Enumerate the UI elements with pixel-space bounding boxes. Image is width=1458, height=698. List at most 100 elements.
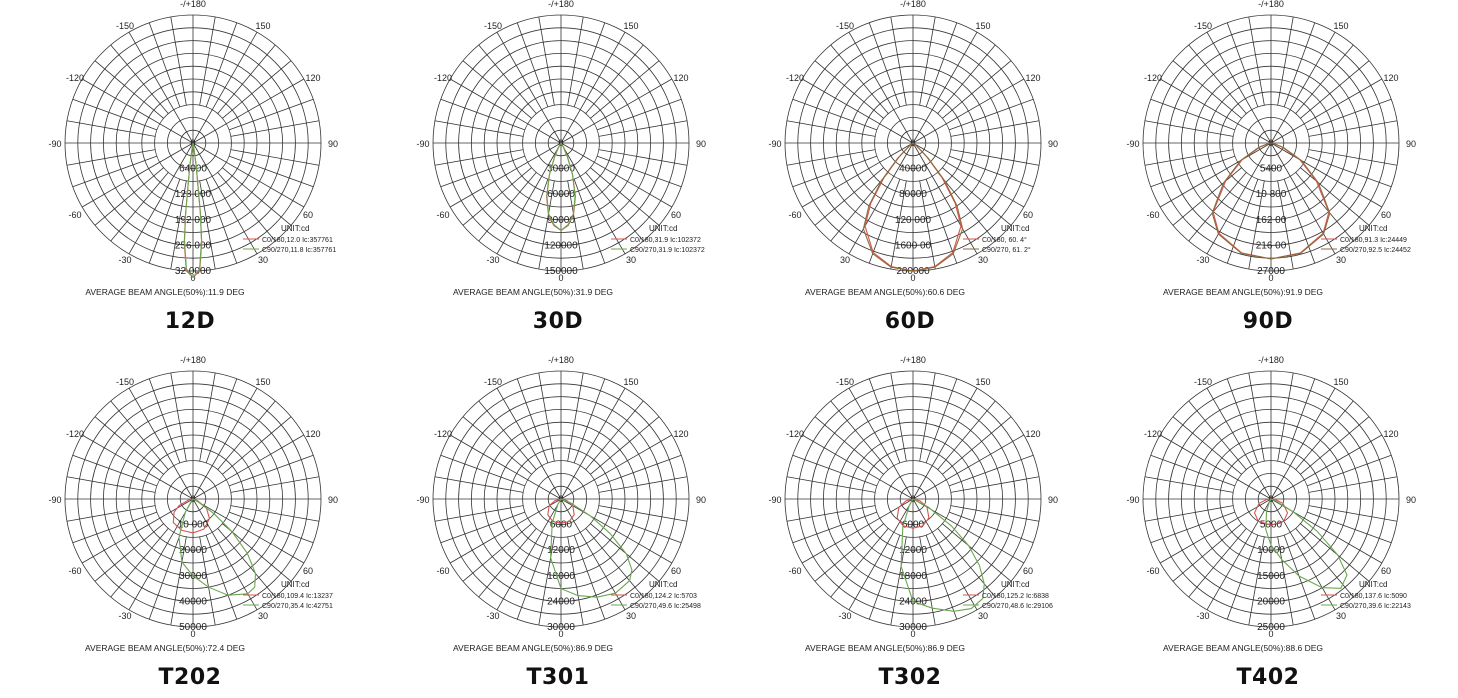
radial-tick-label: 120 000 (895, 215, 932, 226)
angle-label: 90 (696, 495, 706, 505)
grid-spoke (1295, 400, 1354, 470)
angle-label: -60 (68, 566, 81, 576)
grid-spoke (948, 155, 1034, 188)
grid-spoke (1306, 454, 1392, 487)
grid-spoke (912, 498, 978, 611)
angle-label: 120 (673, 429, 688, 439)
angle-label: -150 (116, 21, 134, 31)
polar-grid (1142, 370, 1400, 628)
series-curve-1 (1211, 142, 1331, 260)
grid-spoke (560, 31, 626, 144)
angle-label: 30 (1336, 255, 1346, 265)
grid-spoke (192, 498, 258, 611)
angle-label: -/+180 (1258, 355, 1284, 365)
angle-label: 60 (1381, 210, 1391, 220)
polar-plot: -/+180-150 150-120 120-90 90-60 60-30 3000600… (416, 355, 706, 653)
angle-label: 120 (673, 73, 688, 83)
grid-spoke (925, 22, 958, 108)
polar-plot: -/+180-150 150-120 120-90 90-60 60-30 300010 … (48, 355, 338, 653)
grid-spoke (919, 180, 936, 270)
grid-spoke (948, 98, 1034, 131)
grid-spoke (94, 523, 164, 582)
angle-label: -150 (1194, 377, 1212, 387)
chart-caption: 30D (532, 309, 584, 334)
grid-spoke (912, 387, 978, 500)
grid-spoke (1188, 400, 1247, 470)
beam-angle-label: AVERAGE BEAM ANGLE(50%):72.4 DEG (85, 643, 245, 653)
grid-spoke (1144, 120, 1234, 137)
grid-spoke (890, 180, 907, 270)
grid-spoke (440, 511, 526, 544)
grid-spoke (228, 155, 314, 188)
legend-entry: C0/180,31.9 Ic:102372 (630, 237, 701, 244)
radial-tick-label: 60000 (547, 189, 575, 200)
grid-spoke (217, 528, 276, 598)
grid-spoke (567, 180, 584, 270)
angle-label: 150 (975, 377, 990, 387)
grid-spoke (217, 172, 276, 242)
chart-caption: T302 (878, 665, 942, 690)
grid-spoke (110, 400, 169, 470)
radial-tick-label: 6000 (550, 520, 573, 531)
grid-spoke (230, 149, 320, 166)
radial-tick-label: 24000 (547, 596, 575, 607)
polar-plot: -/+180-150 150-120 120-90 90-60 60-30 3000300… (416, 0, 706, 297)
grid-spoke (1300, 60, 1370, 119)
grid-spoke (148, 534, 181, 620)
grid-spoke (110, 44, 169, 114)
grid-spoke (230, 476, 320, 493)
grid-spoke (66, 505, 156, 522)
angle-label: 90 (1406, 139, 1416, 149)
series-curve-1 (900, 498, 985, 612)
grid-spoke (890, 536, 907, 626)
grid-spoke (1283, 178, 1316, 264)
grid-spoke (1270, 142, 1336, 255)
grid-spoke (1150, 511, 1236, 544)
grid-spoke (1270, 142, 1383, 208)
grid-spoke (1300, 167, 1370, 226)
grid-spoke (1308, 149, 1398, 166)
grid-spoke (192, 434, 305, 500)
angle-label: -90 (48, 139, 61, 149)
grid-spoke (1248, 372, 1265, 462)
grid-spoke (1283, 22, 1316, 108)
angle-label: 150 (255, 21, 270, 31)
angle-label: 150 (255, 377, 270, 387)
grid-spoke (801, 78, 914, 144)
grid-spoke (222, 416, 292, 475)
radial-tick-label: 128 000 (175, 189, 212, 200)
angle-label: -90 (768, 495, 781, 505)
grid-spoke (1172, 416, 1242, 475)
chart-caption: T301 (526, 665, 590, 690)
angle-label: 150 (975, 21, 990, 31)
radial-tick-label: 120000 (544, 240, 578, 251)
grid-spoke (1159, 142, 1272, 208)
grid-spoke (950, 476, 1040, 493)
grid-spoke (1300, 523, 1370, 582)
grid-spoke (937, 44, 996, 114)
grid-spoke (567, 372, 584, 462)
angle-label: 60 (303, 566, 313, 576)
grid-spoke (1306, 155, 1392, 188)
grid-spoke (516, 378, 549, 464)
grid-spoke (228, 98, 314, 131)
grid-spoke (925, 534, 958, 620)
radial-tick-label: 162 00 (1256, 215, 1287, 226)
polar-grid (784, 14, 1042, 272)
grid-spoke (585, 400, 644, 470)
grid-spoke (1270, 498, 1336, 611)
grid-spoke (1306, 511, 1392, 544)
radial-tick-label: 90000 (547, 215, 575, 226)
angle-label: -30 (486, 255, 499, 265)
grid-spoke (478, 400, 537, 470)
angle-label: -60 (436, 210, 449, 220)
grid-spoke (1270, 387, 1336, 500)
grid-spoke (560, 142, 673, 208)
chart-caption: 12D (164, 309, 216, 334)
grid-spoke (848, 498, 914, 611)
grid-spoke (1172, 523, 1242, 582)
grid-spoke (792, 98, 878, 131)
angle-label: -150 (484, 377, 502, 387)
grid-spoke (1206, 498, 1272, 611)
grid-spoke (66, 120, 156, 137)
